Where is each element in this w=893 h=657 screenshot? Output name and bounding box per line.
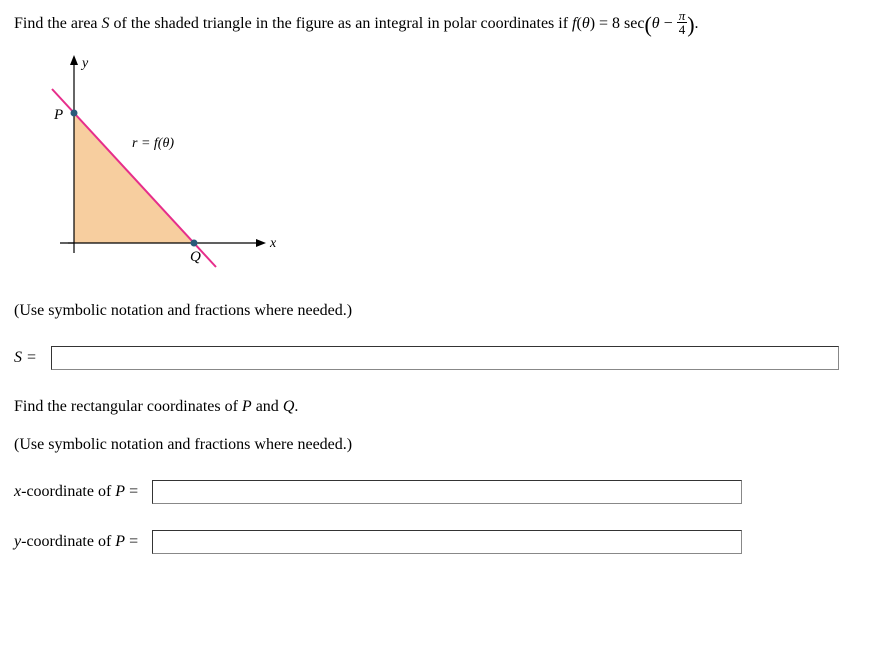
big-paren-open: (: [644, 12, 651, 37]
input-S[interactable]: [51, 346, 839, 370]
x-axis-arrow: [256, 239, 266, 247]
theta-2: θ: [652, 15, 660, 32]
instruction-2: (Use symbolic notation and fractions whe…: [14, 436, 879, 454]
input-yP[interactable]: [152, 530, 742, 554]
point-Q: [191, 239, 198, 246]
y-axis-arrow: [70, 55, 78, 65]
instruction-1: (Use symbolic notation and fractions whe…: [14, 302, 879, 320]
subprompt-and: and: [252, 398, 283, 415]
x-label: x: [269, 236, 277, 251]
big-paren-close: ): [687, 12, 694, 37]
input-xP[interactable]: [152, 480, 742, 504]
triangle-diagram: y x P Q r = f(θ): [38, 53, 278, 273]
frac-num: π: [677, 9, 688, 23]
answer-row-xP: x-coordinate of P =: [14, 480, 879, 504]
y-label: y: [80, 56, 89, 71]
theta-1: θ: [582, 15, 590, 32]
fraction-pi-4: π4: [677, 9, 688, 36]
answer-row-S: S =: [14, 346, 879, 370]
frac-den: 4: [677, 23, 688, 36]
subprompt: Find the rectangular coordinates of P an…: [14, 398, 879, 416]
label-yP: y-coordinate of P =: [14, 533, 138, 551]
subprompt-period: .: [294, 398, 298, 415]
Q-label: Q: [190, 249, 201, 265]
point-P: [71, 109, 78, 116]
subprompt-Q: Q: [283, 398, 295, 415]
problem-statement: Find the area S of the shaded triangle i…: [14, 10, 879, 41]
equals-text: = 8 sec: [595, 15, 644, 32]
figure: y x P Q r = f(θ): [38, 53, 879, 278]
P-label: P: [53, 107, 63, 123]
minus: −: [660, 15, 677, 32]
label-S: S =: [14, 349, 37, 367]
subprompt-pre: Find the rectangular coordinates of: [14, 398, 242, 415]
answer-row-yP: y-coordinate of P =: [14, 530, 879, 554]
text-mid1: of the shaded triangle in the figure as …: [110, 15, 573, 32]
var-S: S: [102, 15, 110, 32]
curve-label: r = f(θ): [132, 136, 174, 151]
period-1: .: [695, 15, 699, 32]
label-xP: x-coordinate of P =: [14, 483, 138, 501]
text-prefix: Find the area: [14, 15, 102, 32]
subprompt-P: P: [242, 398, 252, 415]
